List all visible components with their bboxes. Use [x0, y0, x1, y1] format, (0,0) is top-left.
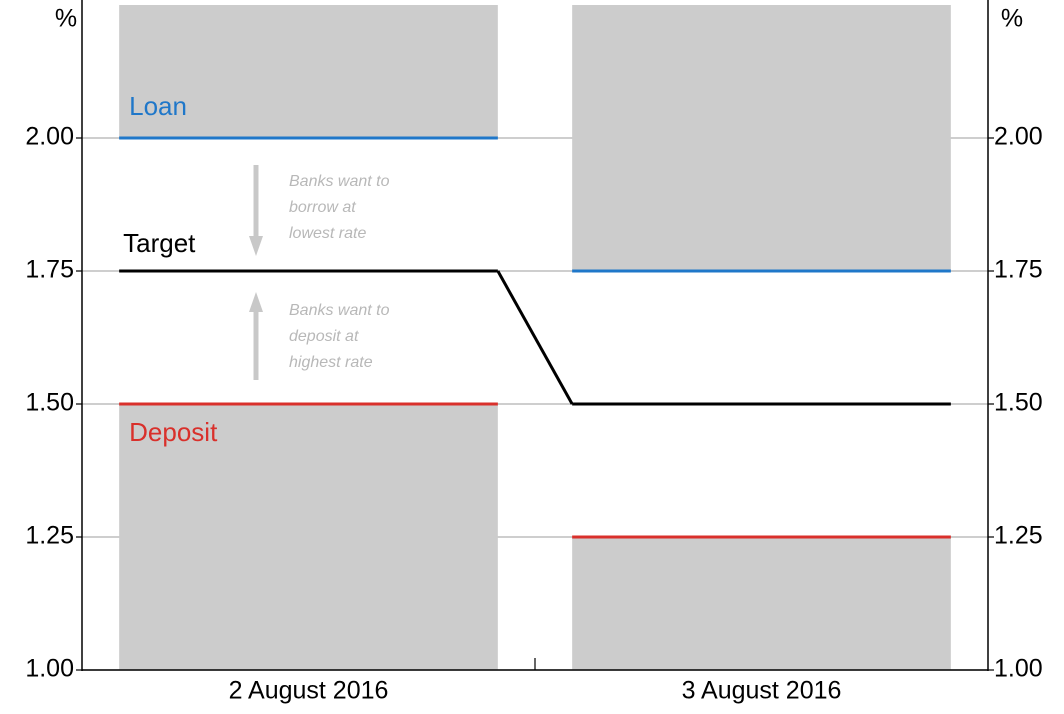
annotation: highest rate	[289, 354, 373, 371]
y2-tick-label: 1.00	[994, 655, 1043, 683]
arrows	[249, 165, 263, 380]
target-connector	[496, 270, 574, 405]
arrow-head	[249, 292, 263, 312]
y2-axis-label: %	[1001, 5, 1023, 33]
y2-tick-label: 1.25	[994, 522, 1043, 550]
y-tick-label: 1.50	[25, 389, 74, 417]
y-tick-label: 1.25	[25, 522, 74, 550]
y-tick-label: 1.75	[25, 256, 74, 284]
loan-shade	[572, 5, 951, 271]
y2-tick-label: 1.50	[994, 389, 1043, 417]
y-tick-label: 1.00	[25, 655, 74, 683]
loan-shade	[119, 5, 498, 138]
annotation: deposit at	[289, 328, 359, 345]
x-tick-label: 3 August 2016	[682, 677, 842, 705]
annotation: Banks want to	[289, 173, 390, 190]
legend-label: Target	[123, 228, 196, 258]
deposit-shade	[119, 404, 498, 670]
legend-label: Deposit	[129, 417, 218, 447]
arrow-head	[249, 236, 263, 256]
annotation: Banks want to	[289, 302, 390, 319]
annotation: lowest rate	[289, 225, 366, 242]
x-tick-label: 2 August 2016	[229, 677, 389, 705]
y2-tick-label: 2.00	[994, 123, 1043, 151]
annotation: borrow at	[289, 199, 356, 216]
y-tick-label: 2.00	[25, 123, 74, 151]
y2-tick-label: 1.75	[994, 256, 1043, 284]
y-axis-label: %	[55, 5, 77, 33]
legend-label: Loan	[129, 91, 187, 121]
deposit-shade	[572, 537, 951, 670]
